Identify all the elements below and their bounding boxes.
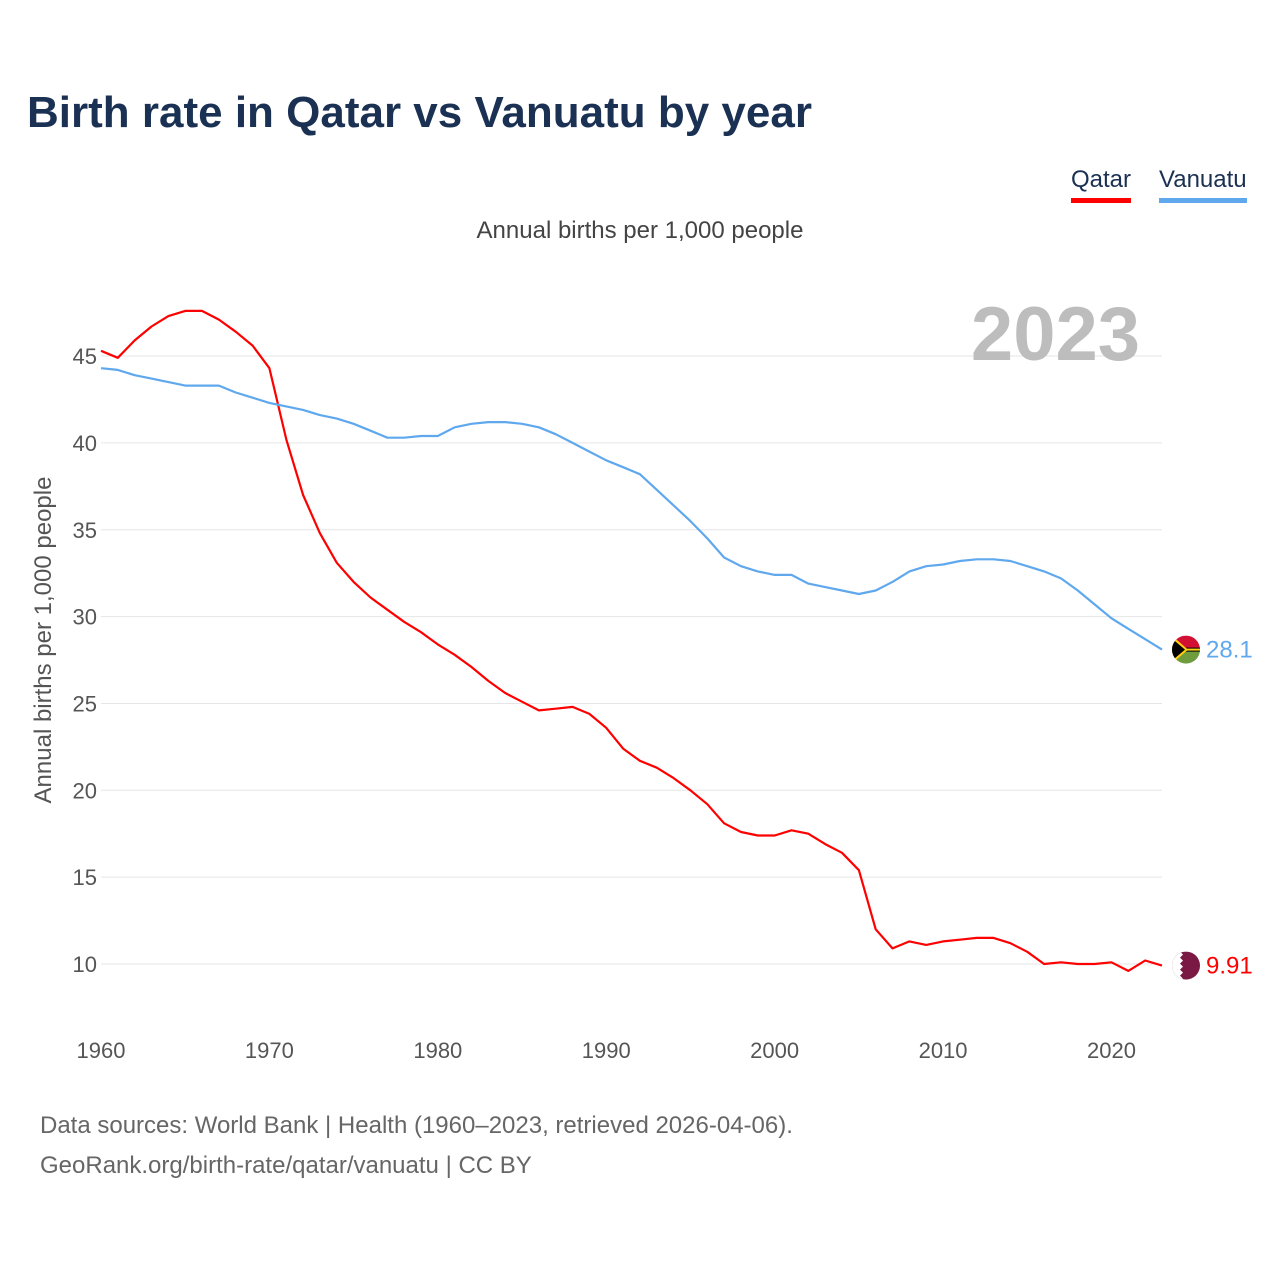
chart-subtitle: Annual births per 1,000 people [476, 217, 804, 244]
y-tick-label: 40 [73, 431, 97, 456]
source-link[interactable]: GeoRank.org/birth-rate/qatar/vanuatu | C… [40, 1152, 532, 1179]
series-line-qatar [100, 309, 1163, 973]
legend-item-qatar[interactable]: Qatar [1071, 166, 1132, 203]
x-tick-label: 2000 [750, 1038, 799, 1063]
x-tick-label: 2020 [1087, 1038, 1136, 1063]
y-tick-label: 20 [73, 778, 97, 803]
x-tick-label: 1990 [582, 1038, 631, 1063]
qatar-end-value: 9.91 [1206, 953, 1253, 980]
year-label: 2023 [971, 292, 1140, 377]
y-tick-label: 10 [73, 952, 97, 977]
y-tick-label: 45 [73, 344, 97, 369]
footer: Data sources: World Bank | Health (1960–… [40, 1106, 793, 1186]
chart-title: Birth rate in Qatar vs Vanuatu by year [27, 88, 812, 137]
y-tick-label: 25 [73, 691, 97, 716]
x-tick-label: 1960 [77, 1038, 126, 1063]
legend-item-vanuatu[interactable]: Vanuatu [1159, 166, 1247, 203]
series-line-vanuatu [100, 367, 1163, 651]
y-axis-label: Annual births per 1,000 people [30, 477, 57, 804]
data-source: Data sources: World Bank | Health (1960–… [40, 1112, 793, 1139]
x-tick-label: 1980 [413, 1038, 462, 1063]
y-tick-label: 15 [73, 865, 97, 890]
vanuatu-end-value: 28.1 [1206, 637, 1253, 664]
x-tick-label: 2010 [919, 1038, 968, 1063]
vanuatu-flag-icon [1172, 635, 1200, 664]
qatar-flag-icon [1172, 951, 1200, 980]
y-tick-label: 30 [73, 605, 97, 630]
x-tick-label: 1970 [245, 1038, 294, 1063]
y-tick-label: 35 [73, 518, 97, 543]
